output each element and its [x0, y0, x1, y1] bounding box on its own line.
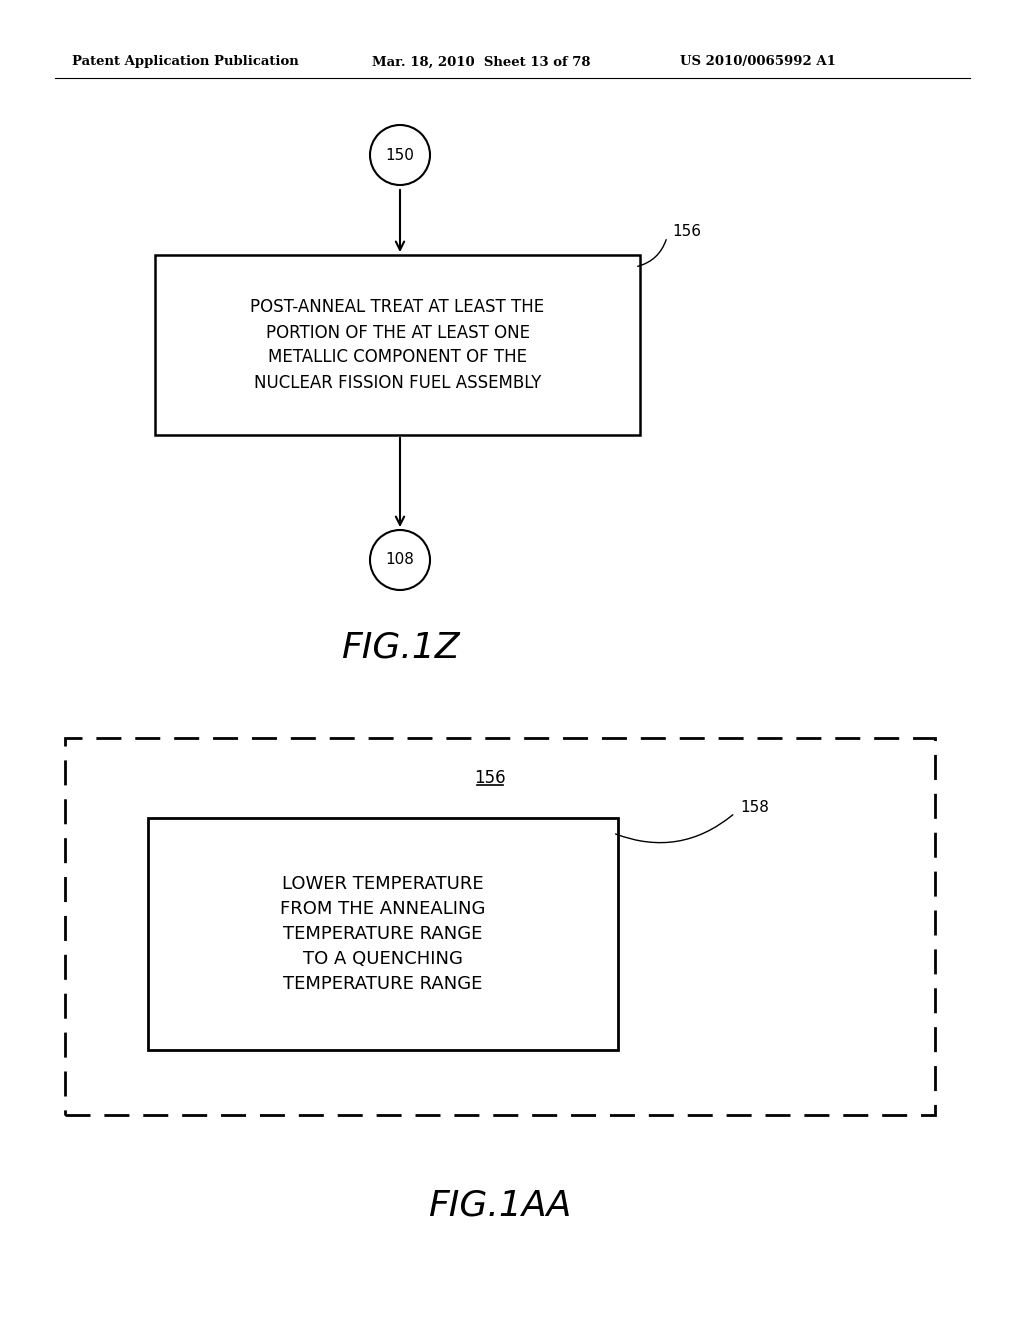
Text: Mar. 18, 2010  Sheet 13 of 78: Mar. 18, 2010 Sheet 13 of 78 — [372, 55, 591, 69]
Text: 158: 158 — [740, 800, 769, 816]
Text: 108: 108 — [386, 553, 415, 568]
Text: US 2010/0065992 A1: US 2010/0065992 A1 — [680, 55, 836, 69]
Text: 156: 156 — [672, 224, 701, 239]
Text: Patent Application Publication: Patent Application Publication — [72, 55, 299, 69]
Text: 156: 156 — [474, 770, 506, 787]
Text: FIG.1AA: FIG.1AA — [428, 1188, 571, 1222]
Text: 150: 150 — [386, 148, 415, 162]
Bar — [155, 255, 640, 436]
Bar — [65, 738, 935, 1115]
Text: LOWER TEMPERATURE
FROM THE ANNEALING
TEMPERATURE RANGE
TO A QUENCHING
TEMPERATUR: LOWER TEMPERATURE FROM THE ANNEALING TEM… — [281, 875, 485, 993]
Bar — [148, 818, 618, 1049]
Text: FIG.1Z: FIG.1Z — [341, 631, 460, 665]
Text: POST-ANNEAL TREAT AT LEAST THE
PORTION OF THE AT LEAST ONE
METALLIC COMPONENT OF: POST-ANNEAL TREAT AT LEAST THE PORTION O… — [251, 298, 545, 392]
